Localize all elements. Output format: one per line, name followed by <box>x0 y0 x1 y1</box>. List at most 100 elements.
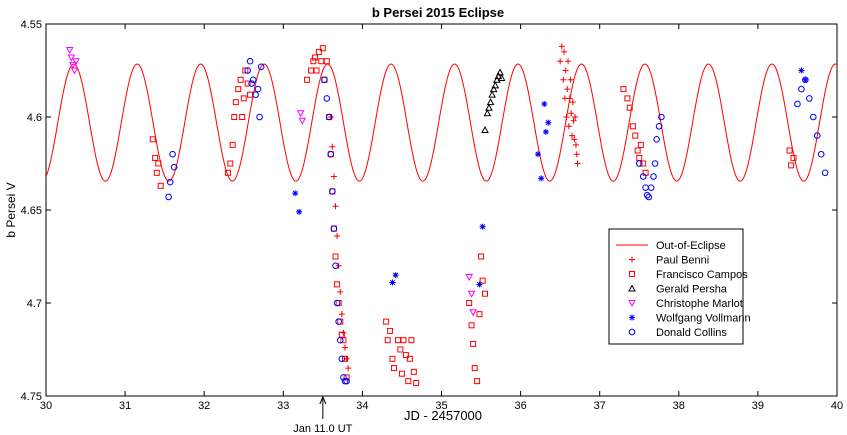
legend-swatch-gerald-persha <box>628 284 636 292</box>
point-francisco-campos <box>319 45 326 52</box>
legend-label: Christophe Marlot <box>656 298 743 310</box>
point-francisco-campos <box>235 86 242 93</box>
point-francisco-campos <box>471 365 478 372</box>
point-christophe-marlot <box>65 47 74 55</box>
legend-swatch-christophe-marlot <box>628 300 636 308</box>
x-tick-label: 36 <box>514 400 526 412</box>
point-francisco-campos <box>478 253 485 260</box>
point-donald-collins <box>338 355 346 363</box>
point-christophe-marlot <box>296 110 305 118</box>
point-francisco-campos <box>482 290 489 297</box>
series-wolfgang-vollmann <box>292 67 809 288</box>
point-francisco-campos <box>227 160 234 167</box>
point-francisco-campos <box>466 300 473 306</box>
series-christophe-marlot <box>65 47 477 317</box>
point-francisco-campos <box>152 154 159 161</box>
point-francisco-campos <box>410 368 417 375</box>
point-christophe-marlot <box>465 273 474 282</box>
point-donald-collins <box>817 150 825 158</box>
x-tick-label: 30 <box>40 400 52 412</box>
point-paul-benni <box>569 132 576 139</box>
point-francisco-campos <box>413 379 420 386</box>
point-paul-benni <box>565 123 572 130</box>
point-paul-benni <box>558 43 565 50</box>
point-francisco-campos <box>332 253 339 260</box>
point-christophe-marlot <box>67 54 76 62</box>
point-donald-collins <box>165 193 172 201</box>
point-francisco-campos <box>229 141 236 148</box>
point-francisco-campos <box>474 378 481 385</box>
point-francisco-campos <box>341 355 348 362</box>
point-francisco-campos <box>788 162 795 169</box>
point-paul-benni <box>574 160 581 167</box>
legend: Out-of-Eclipse Paul Benni Francisco Campos… <box>608 228 751 345</box>
legend-entry-paul-benni: Paul Benni <box>629 255 709 267</box>
point-francisco-campos <box>479 277 486 284</box>
point-donald-collins <box>647 184 655 191</box>
point-donald-collins <box>639 173 647 180</box>
point-paul-benni <box>573 151 580 158</box>
point-gerald-persha <box>491 81 500 89</box>
point-francisco-campos <box>406 355 413 362</box>
legend-swatch-donald-collins <box>628 328 636 336</box>
legend-entry-wolfgang-vollmann: Wolfgang Vollmann <box>629 313 751 325</box>
point-francisco-campos <box>405 378 412 385</box>
y-axis-label: b Persei V <box>4 182 18 237</box>
legend-entry-christophe-marlot: Christophe Marlot <box>628 298 743 310</box>
point-donald-collins <box>635 160 643 167</box>
point-francisco-campos <box>408 337 415 344</box>
point-donald-collins <box>244 67 252 74</box>
point-paul-benni <box>564 86 571 93</box>
point-paul-benni <box>561 48 568 55</box>
point-paul-benni <box>569 99 576 106</box>
series-gerald-persha <box>481 68 506 134</box>
annotation: Jan 11.0 UT <box>293 395 353 435</box>
point-wolfgang-vollmann <box>389 279 396 286</box>
x-tick-label: 34 <box>356 400 368 412</box>
point-donald-collins <box>257 63 265 71</box>
x-tick-label: 40 <box>831 400 843 412</box>
legend-swatch-wolfgang-vollmann <box>629 314 635 321</box>
point-christophe-marlot <box>298 117 307 125</box>
point-francisco-campos <box>153 169 160 176</box>
point-donald-collins <box>821 169 829 177</box>
point-christophe-marlot <box>70 67 79 75</box>
point-donald-collins <box>642 184 649 191</box>
point-donald-collins <box>325 113 333 121</box>
point-donald-collins <box>802 76 809 84</box>
point-francisco-campos <box>318 58 325 65</box>
point-francisco-campos <box>790 154 797 161</box>
point-donald-collins <box>323 95 331 102</box>
series-paul-benni <box>327 43 581 372</box>
point-donald-collins <box>798 85 805 93</box>
point-christophe-marlot <box>72 58 80 66</box>
point-paul-benni <box>563 114 570 120</box>
x-tick-label: 39 <box>752 400 764 412</box>
point-francisco-campos <box>629 123 636 130</box>
point-donald-collins <box>655 123 663 130</box>
y-tick-label: 4.7 <box>27 298 42 310</box>
point-donald-collins <box>249 76 257 84</box>
point-francisco-campos <box>636 154 643 161</box>
point-francisco-campos <box>239 114 246 120</box>
legend-swatch-paul-benni <box>629 256 635 263</box>
point-wolfgang-vollmann <box>535 151 542 158</box>
point-donald-collins <box>645 193 653 201</box>
point-francisco-campos <box>340 337 347 344</box>
point-donald-collins <box>327 150 335 158</box>
point-francisco-campos <box>470 340 477 347</box>
point-paul-benni <box>562 67 569 74</box>
point-donald-collins <box>333 299 341 307</box>
point-francisco-campos <box>313 67 320 74</box>
point-francisco-campos <box>389 355 396 362</box>
point-francisco-campos <box>307 67 314 74</box>
series-francisco-campos <box>149 45 797 386</box>
point-francisco-campos <box>383 318 390 325</box>
point-francisco-campos <box>637 141 644 148</box>
point-francisco-campos <box>626 104 633 111</box>
point-donald-collins <box>658 113 665 121</box>
point-francisco-campos <box>315 48 322 55</box>
point-francisco-campos <box>400 337 407 344</box>
x-tick-label: 37 <box>594 400 606 412</box>
